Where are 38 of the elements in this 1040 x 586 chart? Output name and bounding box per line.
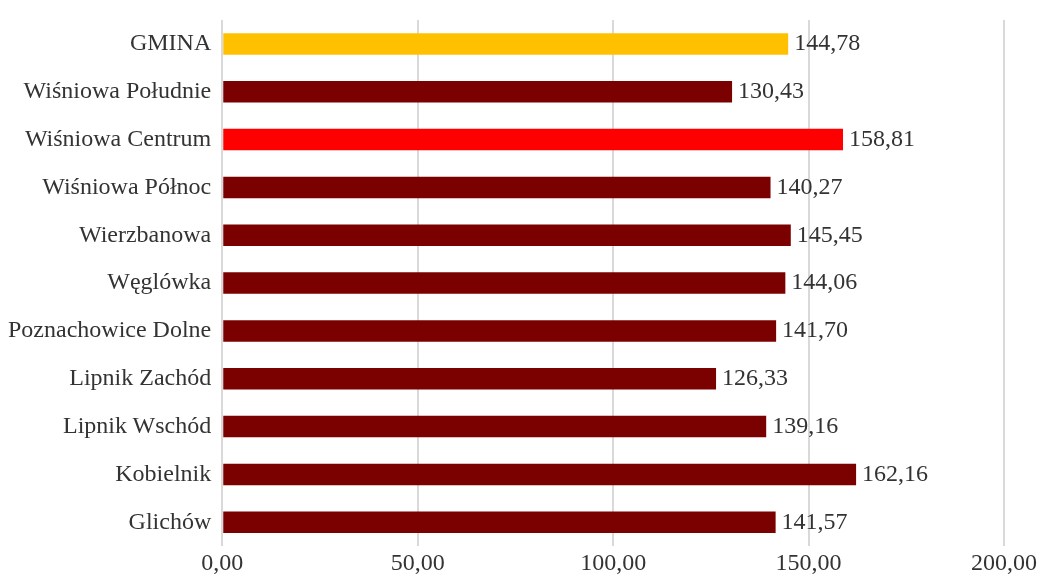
bar [223, 463, 857, 486]
x-tick-label: 100,00 [580, 548, 647, 575]
y-tick-label: Lipnik Wschód [63, 411, 212, 438]
y-tick-label: Wierzbanowa [78, 220, 212, 247]
x-tick-label: 0,00 [201, 548, 244, 575]
data-label: 139,16 [772, 411, 839, 438]
bar [223, 176, 771, 199]
x-tick-label: 50,00 [390, 548, 445, 575]
data-label: 130,43 [738, 77, 805, 104]
y-tick-label: Glichów [128, 507, 212, 534]
y-tick-label: Wiśniowa Południe [23, 77, 212, 104]
bar [223, 224, 791, 247]
y-tick-label: Wiśniowa Centrum [24, 124, 212, 151]
bar [223, 33, 789, 55]
x-tick-label: 150,00 [775, 548, 842, 575]
data-label: 144,06 [791, 268, 858, 295]
bar [223, 368, 717, 390]
data-label: 162,16 [862, 459, 929, 486]
y-tick-label: Wiśniowa Północ [42, 172, 212, 199]
bar [223, 128, 843, 151]
y-tick-label: Węglówka [107, 268, 212, 295]
y-tick-label: Kobielnik [115, 459, 212, 486]
y-tick-label: Poznachowice Dolne [8, 316, 212, 343]
data-label: 140,27 [776, 172, 843, 199]
data-label: 145,45 [796, 220, 863, 247]
y-tick-label: Lipnik Zachód [69, 364, 212, 391]
bar [223, 80, 733, 103]
bar [223, 511, 776, 534]
bar [223, 272, 786, 294]
x-tick-label: 200,00 [971, 548, 1037, 575]
bar [223, 415, 767, 438]
data-label: 144,78 [794, 29, 861, 56]
bar [223, 320, 777, 342]
data-label: 126,33 [722, 364, 789, 391]
data-label: 141,57 [781, 507, 848, 534]
y-tick-label: GMINA [129, 29, 212, 56]
data-label: 158,81 [849, 124, 915, 151]
data-label: 141,70 [782, 316, 849, 343]
